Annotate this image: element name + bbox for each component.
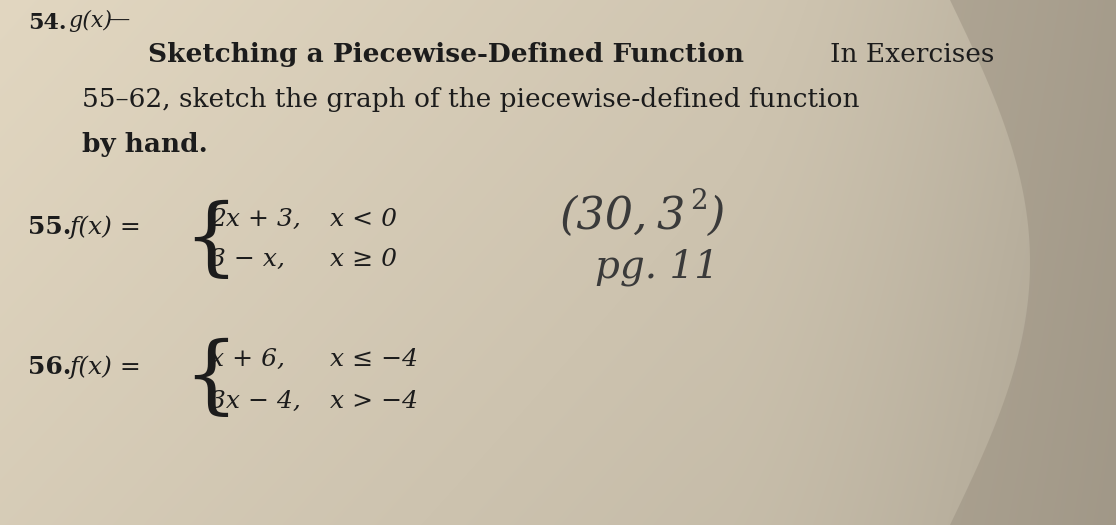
Text: 56.: 56. (28, 355, 71, 379)
Text: 3: 3 (656, 195, 684, 238)
Text: pg. 11: pg. 11 (595, 248, 719, 286)
Text: —: — (108, 10, 131, 32)
Text: In Exercises: In Exercises (830, 42, 994, 67)
Text: 3x − 4,: 3x − 4, (210, 390, 301, 413)
Text: (30,: (30, (560, 195, 648, 238)
Text: f(x) =: f(x) = (70, 215, 142, 238)
Text: by hand.: by hand. (81, 132, 208, 157)
Text: 54.: 54. (28, 12, 67, 34)
Text: 55.: 55. (28, 215, 71, 239)
Text: Sketching a Piecewise-Defined Function: Sketching a Piecewise-Defined Function (148, 42, 744, 67)
Text: {: { (183, 338, 238, 421)
Text: {: { (183, 200, 238, 283)
Text: x > −4: x > −4 (330, 390, 418, 413)
Text: 2x + 3,: 2x + 3, (210, 208, 301, 231)
Text: g(x): g(x) (68, 10, 112, 32)
Text: x ≤ −4: x ≤ −4 (330, 348, 418, 371)
Text: 55–62, sketch the graph of the piecewise-defined function: 55–62, sketch the graph of the piecewise… (81, 87, 859, 112)
Polygon shape (950, 0, 1116, 525)
Text: x + 6,: x + 6, (210, 348, 285, 371)
Text: 2: 2 (690, 188, 708, 215)
Text: f(x) =: f(x) = (70, 355, 142, 379)
Text: x ≥ 0: x ≥ 0 (330, 248, 397, 271)
Text: x < 0: x < 0 (330, 208, 397, 231)
Text: 3 − x,: 3 − x, (210, 248, 285, 271)
Text: ): ) (708, 195, 725, 238)
